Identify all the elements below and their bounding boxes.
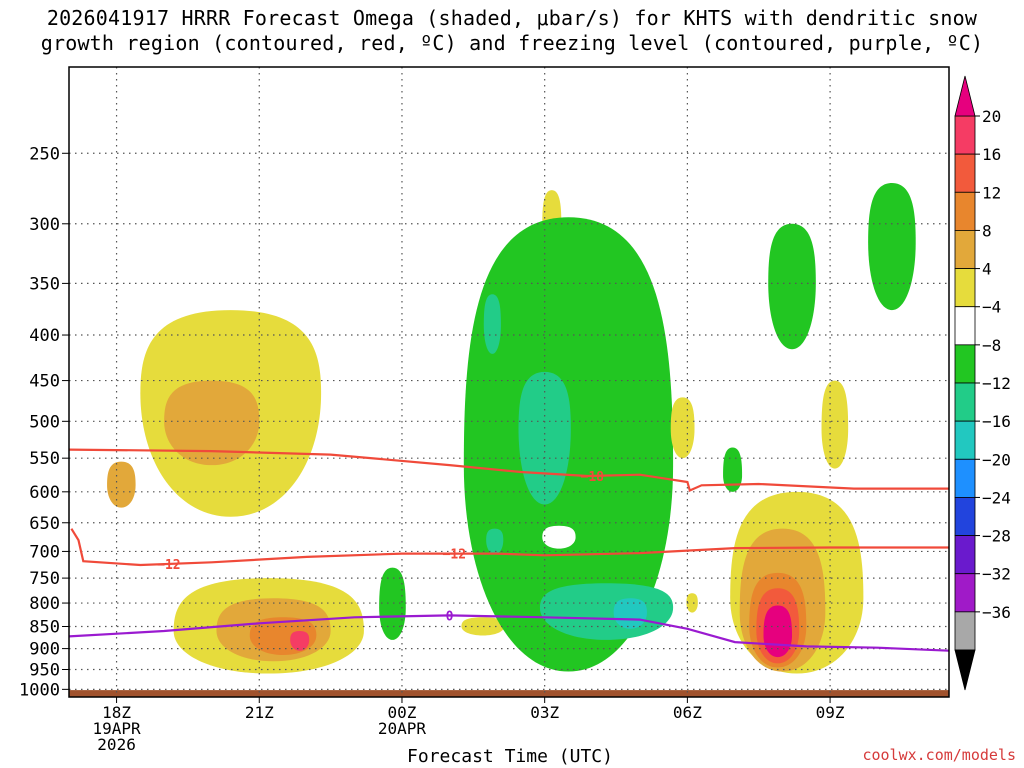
colorbar-swatch [954, 191, 976, 231]
y-tick-label: 450 [29, 372, 60, 392]
x-tick-sublabel: 20APR [378, 719, 427, 738]
contour-label: 0 [446, 609, 454, 624]
colorbar-label: −8 [982, 336, 1001, 355]
y-tick-label: 700 [29, 542, 60, 562]
y-tick-label: 550 [29, 449, 60, 469]
y-tick-label: 350 [29, 274, 60, 294]
colorbar-swatch [954, 497, 976, 536]
y-tick-label: 600 [29, 483, 60, 503]
colorbar-swatch [954, 420, 976, 460]
colorbar-label: −28 [982, 527, 1011, 546]
omega-region [542, 525, 576, 549]
omega-region [686, 593, 698, 613]
colorbar-label: −4 [982, 298, 1001, 317]
colorbar-label: −16 [982, 412, 1011, 431]
omega-region [613, 598, 647, 629]
omega-region [763, 605, 793, 658]
x-tick-label: 06Z [673, 703, 702, 722]
y-tick-label: 850 [29, 617, 60, 637]
contour-zero [69, 614, 949, 652]
omega-region [461, 617, 505, 636]
title-line-1: 2026041917 HRRR Forecast Omega (shaded, … [46, 6, 978, 30]
colorbar-label: 8 [982, 221, 992, 240]
colorbar-label: 4 [982, 260, 992, 279]
temperature-contours: −18 −12 −12 0 [69, 448, 949, 652]
contour-label: −12 [443, 548, 466, 563]
colorbar-label: −36 [982, 603, 1011, 622]
y-tick-label: 750 [29, 569, 60, 589]
omega-region [518, 371, 571, 505]
omega-region [107, 461, 136, 508]
omega-region [821, 380, 849, 469]
contour-label: −12 [157, 558, 180, 573]
colorbar-label: −32 [982, 565, 1011, 584]
omega-region [768, 223, 816, 350]
colorbar-label: 12 [982, 183, 1001, 202]
omega-region [723, 447, 743, 492]
x-axis-label: Forecast Time (UTC) [407, 746, 613, 767]
omega-region [670, 397, 695, 459]
omega-region [164, 380, 260, 466]
y-tick-label: 500 [29, 412, 60, 432]
x-tick-label: 00Z [388, 703, 417, 722]
terrain-fill [69, 690, 949, 697]
y-tick-label: 650 [29, 514, 60, 534]
colorbar-top-arrow [954, 75, 976, 117]
x-tick-sublabel: 19APR [92, 719, 141, 738]
omega-region [379, 567, 406, 640]
colorbar-label: −20 [982, 450, 1011, 469]
y-tick-label: 400 [29, 326, 60, 346]
omega-shading [107, 183, 916, 674]
x-tick-label: 09Z [816, 703, 845, 722]
x-tick-sublabel: 2026 [97, 735, 136, 754]
colorbar: 20 16 12 8 4 −4 −8 −12 −16 −20 −24 −28 −32 −36 [954, 75, 1011, 691]
y-axis: 250 300 350 400 450 500 550 600 650 700 750 800 850 9… [19, 144, 69, 700]
omega-region [868, 183, 916, 311]
colorbar-swatch [954, 344, 976, 384]
chart-title: 2026041917 HRRR Forecast Omega (shaded, … [0, 6, 1024, 56]
y-tick-label: 300 [29, 215, 60, 235]
colorbar-swatch [954, 115, 976, 155]
grid-lines [69, 67, 949, 697]
x-tick-label: 21Z [245, 703, 274, 722]
terrain-band [69, 690, 949, 697]
title-line-2: growth region (contoured, red, ºC) and f… [40, 31, 984, 55]
colorbar-label: −12 [982, 374, 1011, 393]
y-tick-label: 1000 [19, 680, 60, 700]
colorbar-swatch [954, 382, 976, 422]
colorbar-swatch [954, 458, 976, 498]
colorbar-swatch [954, 306, 976, 346]
colorbar-swatch [954, 230, 976, 269]
colorbar-swatch [954, 611, 976, 651]
y-tick-label: 950 [29, 661, 60, 681]
omega-region [486, 528, 504, 555]
y-tick-label: 800 [29, 594, 60, 614]
colorbar-bottom-arrow [954, 649, 976, 691]
colorbar-swatch [954, 535, 976, 575]
colorbar-label: 16 [982, 145, 1001, 164]
contour-minus18 [69, 448, 949, 493]
y-tick-label: 250 [29, 144, 60, 164]
contour-minus12 [70, 528, 949, 567]
omega-region [483, 294, 501, 354]
x-tick-label: 18Z [102, 703, 131, 722]
colorbar-label: −24 [982, 488, 1011, 507]
colorbar-label: 20 [982, 107, 1001, 126]
contour-label: −18 [581, 470, 605, 485]
x-tick-label: 03Z [530, 703, 559, 722]
omega-region [290, 631, 310, 651]
credit-link[interactable]: coolwx.com/models [862, 746, 1016, 764]
colorbar-swatch [954, 573, 976, 613]
plot-frame [68, 66, 950, 698]
colorbar-swatch [954, 153, 976, 193]
y-tick-label: 900 [29, 640, 60, 660]
colorbar-swatch [954, 268, 976, 308]
